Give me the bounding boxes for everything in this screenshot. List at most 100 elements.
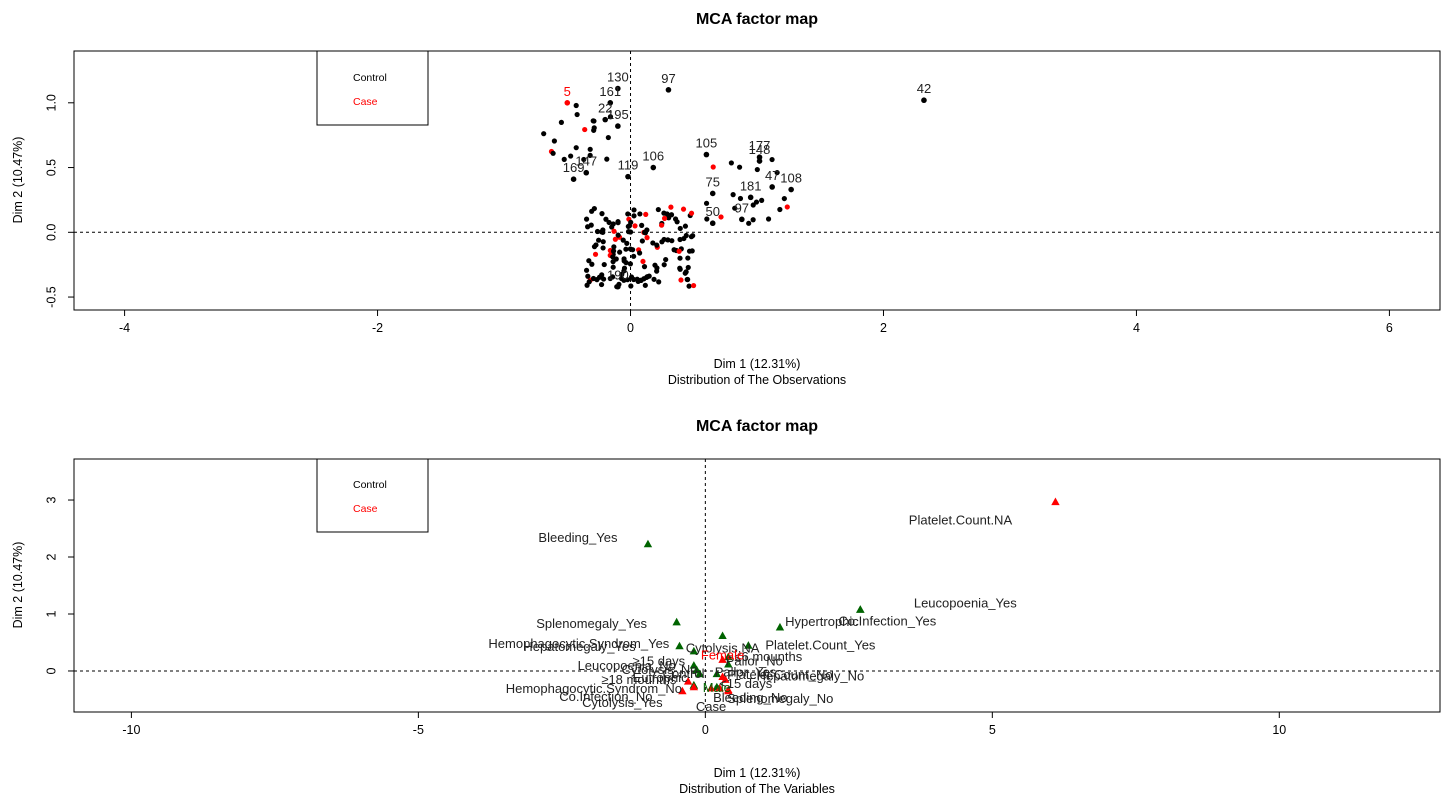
x-tick-label: 10 bbox=[1272, 723, 1286, 737]
observation-point bbox=[610, 259, 616, 265]
x-tick-label: 0 bbox=[627, 321, 634, 335]
observation-label: 22 bbox=[598, 101, 612, 116]
observation-point bbox=[661, 215, 668, 221]
variables-subtitle: Distribution of The Variables bbox=[679, 782, 835, 796]
observation-point bbox=[583, 216, 590, 222]
y-tick-label: 0.0 bbox=[44, 224, 58, 241]
observation-point bbox=[628, 283, 634, 289]
observation-point bbox=[592, 251, 599, 257]
observation-point bbox=[558, 119, 564, 125]
observation-point bbox=[627, 246, 633, 252]
variable-label: Female bbox=[701, 648, 744, 663]
observation-point bbox=[688, 210, 695, 216]
observation-point bbox=[628, 219, 634, 225]
observation-point bbox=[737, 195, 744, 202]
variable-label: Hepatomegaly_Yes bbox=[523, 639, 636, 654]
variable-point bbox=[1051, 497, 1060, 506]
variable-point bbox=[706, 683, 716, 692]
observation-point bbox=[611, 244, 617, 250]
observation-point bbox=[680, 206, 687, 212]
observation-point bbox=[639, 238, 645, 244]
observation-point bbox=[736, 164, 743, 170]
variable-point bbox=[718, 631, 727, 640]
variable-label: <15 days bbox=[719, 676, 773, 691]
observation-point bbox=[632, 223, 638, 229]
observation-point bbox=[732, 205, 738, 211]
observation-label: 106 bbox=[642, 149, 664, 164]
variable-label: ≤6 mounths bbox=[734, 649, 802, 664]
observation-point bbox=[669, 238, 675, 244]
observations-x-axis-label: Dim 1 (12.31%) bbox=[714, 357, 801, 371]
observation-point bbox=[631, 207, 637, 213]
observation-point bbox=[624, 240, 630, 246]
observation-point bbox=[599, 211, 605, 217]
observation-point bbox=[581, 156, 587, 163]
observations-y-ticks: -0.5 0.0 0.5 1.0 bbox=[44, 94, 74, 308]
observation-label: 75 bbox=[705, 174, 719, 189]
observation-point bbox=[610, 264, 616, 270]
labeled-observation-point bbox=[607, 100, 614, 106]
observation-point bbox=[641, 276, 647, 282]
variable-label: Leucopoenia_No bbox=[578, 658, 676, 673]
observation-point bbox=[605, 134, 611, 141]
observation-point bbox=[769, 156, 775, 163]
observation-point bbox=[573, 145, 579, 151]
labeled-observation-point bbox=[615, 123, 621, 129]
observation-point bbox=[631, 253, 637, 259]
y-tick-label: 0.5 bbox=[44, 159, 58, 176]
observation-point bbox=[728, 160, 734, 166]
observation-point bbox=[590, 118, 596, 124]
observation-point bbox=[655, 206, 661, 213]
variable-point bbox=[689, 646, 699, 655]
variable-label: Hypertrophic bbox=[785, 614, 859, 629]
variables-plot-frame bbox=[73, 458, 1441, 713]
labeled-observation-point bbox=[709, 190, 716, 197]
observation-point bbox=[643, 211, 649, 218]
observation-point bbox=[610, 254, 616, 260]
variables-legend: Control Case bbox=[316, 458, 429, 533]
observation-point bbox=[591, 125, 597, 131]
observation-point bbox=[668, 204, 674, 210]
variables-reference-lines bbox=[74, 459, 1440, 712]
x-tick-label: -5 bbox=[413, 723, 424, 737]
observation-label: 169 bbox=[563, 160, 585, 175]
labeled-observation-point bbox=[615, 283, 621, 290]
variable-point bbox=[683, 677, 693, 685]
observations-subtitle: Distribution of The Observations bbox=[668, 373, 846, 387]
observation-point bbox=[596, 274, 603, 280]
observation-point bbox=[637, 250, 643, 256]
observation-point bbox=[596, 237, 602, 243]
variable-label: Cytolysis.NA bbox=[686, 641, 760, 656]
variables-x-ticks: -10 -5 0 5 10 bbox=[122, 712, 1286, 737]
labeled-observation-point bbox=[703, 151, 710, 158]
observation-point bbox=[627, 261, 634, 267]
observation-label: 47 bbox=[765, 168, 779, 183]
observations-title: MCA factor map bbox=[696, 11, 818, 28]
observation-point bbox=[639, 222, 645, 228]
x-tick-label: -2 bbox=[372, 321, 383, 335]
observation-point bbox=[621, 268, 627, 274]
observation-point bbox=[610, 221, 616, 227]
observations-legend: Control Case bbox=[316, 50, 429, 126]
observation-point bbox=[620, 237, 626, 243]
observation-point bbox=[685, 264, 691, 271]
variable-label: Hepatomegaly_No bbox=[757, 669, 865, 684]
variable-label: Bleeding_No bbox=[713, 690, 787, 705]
y-tick-label: 0 bbox=[44, 667, 58, 674]
x-tick-label: 2 bbox=[880, 321, 887, 335]
observation-point bbox=[590, 275, 597, 282]
observation-point bbox=[603, 216, 609, 222]
observation-point bbox=[784, 204, 790, 210]
observation-point bbox=[589, 261, 595, 267]
observation-point bbox=[561, 156, 567, 162]
x-tick-label: 6 bbox=[1386, 321, 1393, 335]
y-tick-label: 1 bbox=[44, 610, 58, 617]
observation-point bbox=[600, 245, 606, 251]
observations-y-axis-label: Dim 2 (10.47%) bbox=[11, 137, 25, 224]
observation-point bbox=[631, 213, 637, 219]
observation-point bbox=[656, 279, 662, 285]
labeled-observation-point bbox=[747, 194, 754, 201]
variable-label: Eutrophic bbox=[633, 670, 688, 685]
observation-point bbox=[750, 217, 756, 223]
